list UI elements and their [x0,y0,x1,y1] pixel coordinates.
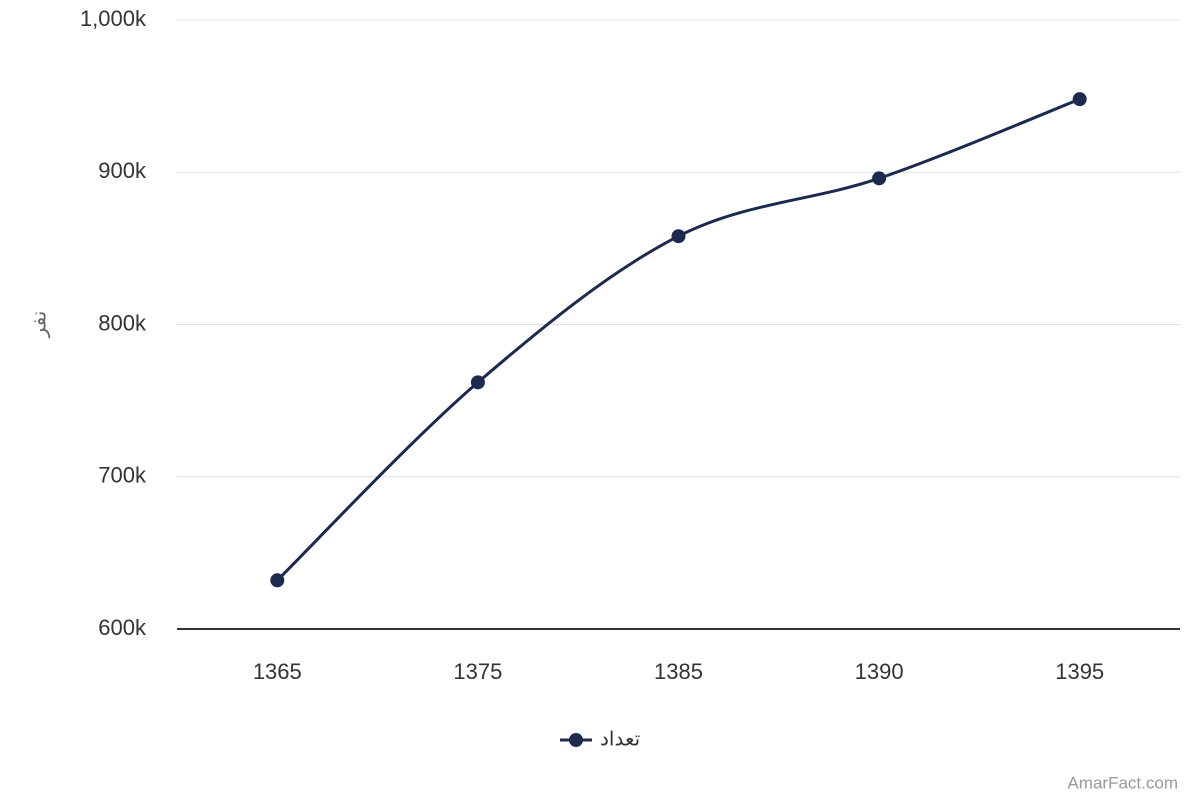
point [1072,92,1087,107]
y-tick-label: 600k [98,615,147,640]
legend-label[interactable]: تعداد [600,728,640,750]
y-tick-label: 1,000k [80,6,147,31]
point [470,375,485,390]
y-tick-label: 700k [98,463,147,488]
point [872,171,887,186]
series-line [276,97,1081,582]
x-tick-label: 1375 [453,659,502,684]
x-tick-label: 1385 [654,659,703,684]
x-tick-label: 1365 [253,659,302,684]
legend-marker [569,733,583,747]
point [270,573,285,588]
y-axis-title: نفر [28,311,50,339]
point [671,229,686,244]
x-tick-label: 1395 [1055,659,1104,684]
x-tick-label: 1390 [855,659,904,684]
y-tick-label: 800k [98,310,147,335]
y-tick-label: 900k [98,158,147,183]
credits[interactable]: AmarFact.com [1067,773,1178,792]
